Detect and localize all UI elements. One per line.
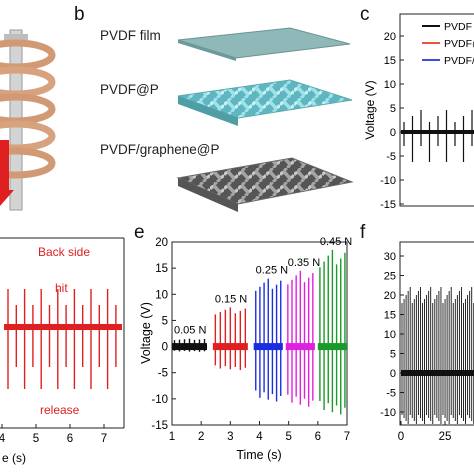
f-ytick-label: 15	[384, 310, 396, 322]
f-ytick-label: -5	[386, 388, 396, 400]
panel-d-chart: Back side hit release 4 5 6 7 e (s)	[0, 237, 125, 465]
panel-f-chart: 30 25 20 15 10 5 0 -5 -10 0 25	[380, 241, 474, 443]
panel-e-chart: Voltage (V) Time (s) -15 -10 -5 0 5 10 15 20 1 2 3…	[139, 236, 352, 462]
panel-letter-f: f	[360, 222, 366, 243]
f-ytick-label: -10	[380, 407, 396, 419]
panel-c-chart: Voltage (V) 20 15 10 5 0 -5 -10 -15 PVDF PVDF@ …	[363, 13, 474, 211]
e-ytick-label: 0	[162, 342, 168, 354]
annotation-release: release	[40, 403, 80, 417]
panel-c-legend: PVDF PVDF@ PVDF/	[422, 21, 474, 67]
pvdf-film-layer	[177, 27, 351, 61]
pvdf-p-mesh	[177, 79, 353, 126]
e-series-label: 0.35 N	[288, 257, 320, 269]
e-xtick-label: 4	[256, 431, 263, 443]
label-pvdf-film: PVDF film	[100, 28, 161, 43]
panel-letter-e: e	[134, 222, 145, 243]
f-ytick-label: 20	[384, 290, 396, 302]
c-ytick-label: 5	[390, 103, 396, 115]
coil-illustration	[0, 29, 56, 211]
panel-e-ylabel: Voltage (V)	[139, 302, 153, 364]
panel-d-xlabel: e (s)	[2, 451, 26, 465]
pvdf-graphene-p-mesh	[176, 157, 354, 212]
e-series-0: 0.05 N	[172, 325, 207, 352]
e-series-1: 0.15 N	[212, 293, 248, 371]
f-ytick-label: 25	[384, 271, 396, 283]
c-ytick-label: -10	[380, 175, 396, 187]
c-ytick-label: -5	[386, 151, 396, 163]
f-baseline	[401, 370, 474, 376]
panel-c-ylabel: Voltage (V)	[363, 80, 377, 139]
d-baseline	[4, 324, 122, 330]
legend-pvdf-g: PVDF/	[444, 55, 474, 67]
e-series-4: 0.45 N	[317, 236, 352, 415]
d-xtick-label: 4	[0, 433, 6, 445]
e-xtick-label: 7	[344, 431, 350, 443]
f-xtick-label: 25	[439, 431, 452, 443]
e-ytick-label: -15	[151, 420, 168, 432]
e-ytick-label: 15	[155, 263, 168, 275]
e-series-3: 0.35 N	[285, 257, 320, 407]
d-xtick-label: 5	[33, 433, 39, 445]
e-series-2: 0.25 N	[253, 265, 288, 402]
legend-pvdf: PVDF	[444, 21, 472, 33]
f-ytick-label: 5	[390, 349, 396, 361]
d-xtick-label: 7	[101, 433, 107, 445]
label-pvdf-p: PVDF@P	[100, 82, 159, 97]
e-ytick-label: 10	[155, 289, 168, 301]
c-ytick-label: 0	[390, 127, 396, 139]
panel-letter-c: c	[360, 4, 370, 25]
e-ytick-label: 5	[162, 315, 168, 327]
f-ytick-label: 10	[384, 329, 396, 341]
panel-e-xlabel: Time (s)	[236, 448, 281, 462]
c-ytick-label: 15	[384, 55, 396, 67]
e-series-label: 0.45 N	[320, 236, 352, 248]
c-ytick-label: 20	[384, 31, 396, 43]
legend-pvdf-p: PVDF@	[444, 38, 474, 50]
e-xtick-label: 2	[198, 431, 204, 443]
d-xtick-label: 6	[67, 433, 73, 445]
e-series-label: 0.05 N	[174, 325, 206, 337]
f-xtick-label: 0	[398, 431, 404, 443]
e-xtick-label: 3	[227, 431, 233, 443]
e-ytick-label: 20	[155, 237, 168, 249]
annotation-hit: hit	[55, 281, 68, 295]
e-ytick-label: -10	[151, 394, 168, 406]
e-xtick-label: 5	[285, 431, 291, 443]
c-ytick-label: -15	[380, 199, 396, 211]
e-series-label: 0.25 N	[256, 265, 288, 277]
e-xtick-label: 1	[169, 431, 175, 443]
f-ytick-label: 0	[390, 368, 396, 380]
e-xtick-label: 6	[315, 431, 321, 443]
panel-letter-b: b	[74, 4, 85, 25]
e-ytick-label: -5	[158, 368, 168, 380]
e-series-label: 0.15 N	[215, 293, 247, 305]
c-ytick-label: 10	[384, 79, 396, 91]
label-pvdf-graphene-p: PVDF/graphene@P	[100, 142, 220, 157]
f-ytick-label: 30	[384, 251, 396, 263]
annotation-back-side: Back side	[38, 245, 90, 259]
